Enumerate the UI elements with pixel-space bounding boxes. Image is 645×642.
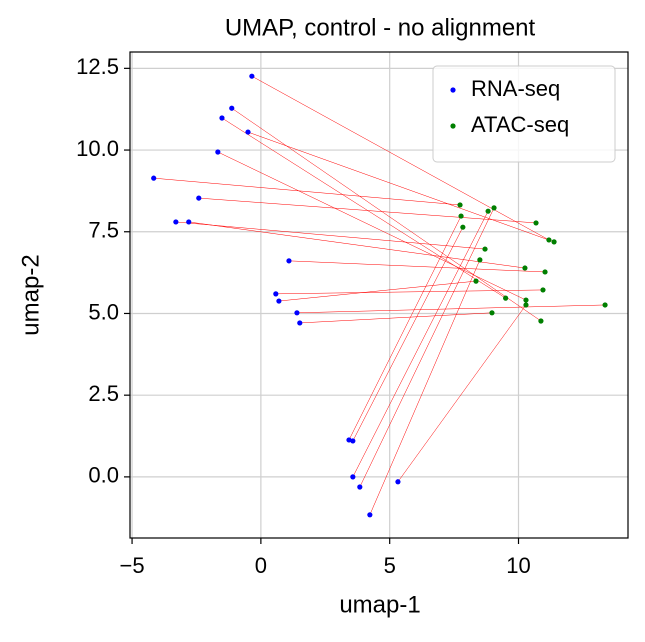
x-tick-label: 10	[506, 553, 530, 578]
point	[546, 237, 552, 243]
point	[286, 258, 292, 264]
link-line	[299, 312, 492, 324]
point	[523, 297, 529, 303]
link-line	[175, 221, 486, 250]
legend-label: RNA-seq	[471, 76, 560, 101]
point	[219, 115, 225, 121]
point	[294, 310, 300, 316]
link-line	[288, 260, 546, 273]
link-line	[397, 304, 527, 482]
point	[186, 219, 192, 225]
y-tick-label: 5.0	[88, 299, 119, 324]
point	[542, 269, 548, 275]
y-axis-label: umap-2	[17, 254, 44, 335]
point	[173, 219, 179, 225]
legend-box	[432, 65, 616, 163]
point	[297, 320, 303, 326]
point	[273, 291, 279, 297]
point	[489, 310, 495, 316]
point	[357, 484, 363, 490]
legend-marker	[450, 123, 456, 129]
chart-title: UMAP, control - no alignment	[225, 14, 536, 41]
point	[215, 149, 221, 155]
point	[473, 278, 479, 284]
link-line	[153, 177, 461, 206]
link-line	[217, 151, 527, 301]
point	[367, 512, 373, 518]
point	[538, 318, 544, 324]
y-tick-label: 2.5	[88, 381, 119, 406]
point	[540, 287, 546, 293]
point	[151, 175, 157, 181]
point	[522, 265, 528, 271]
link-line	[296, 304, 606, 314]
point	[245, 129, 251, 135]
y-tick-label: 10.0	[76, 136, 119, 161]
link-line	[369, 259, 481, 515]
link-line	[188, 221, 525, 269]
point	[249, 73, 255, 79]
link-line	[359, 207, 495, 488]
x-tick-label: 0	[255, 553, 267, 578]
point	[276, 298, 282, 304]
plot-frame	[129, 51, 629, 539]
link-line	[275, 289, 543, 295]
point	[457, 202, 463, 208]
point	[458, 213, 464, 219]
point	[395, 479, 401, 485]
link-line	[348, 215, 462, 441]
link-line	[352, 211, 489, 477]
point	[350, 438, 356, 444]
link-line	[278, 280, 477, 302]
x-tick-label: −5	[120, 553, 145, 578]
point	[477, 257, 483, 263]
point	[523, 302, 529, 308]
point	[485, 208, 491, 214]
link-line	[251, 75, 550, 241]
y-tick-label: 12.5	[76, 54, 119, 79]
legend-label: ATAC-seq	[471, 112, 569, 137]
legend-marker	[450, 87, 456, 93]
point	[533, 220, 539, 226]
point	[350, 474, 356, 480]
link-line	[247, 131, 555, 243]
link-line	[352, 227, 464, 442]
x-tick-label: 5	[384, 553, 396, 578]
point	[551, 239, 557, 245]
point	[602, 302, 608, 308]
link-line	[198, 197, 537, 224]
point	[503, 295, 509, 301]
y-tick-label: 7.5	[88, 218, 119, 243]
y-tick-label: 0.0	[88, 463, 119, 488]
point	[460, 224, 466, 230]
point	[491, 205, 497, 211]
link-line	[231, 108, 542, 322]
point	[196, 195, 202, 201]
point	[229, 105, 235, 111]
point	[482, 246, 488, 252]
x-axis-label: umap-1	[339, 591, 420, 618]
